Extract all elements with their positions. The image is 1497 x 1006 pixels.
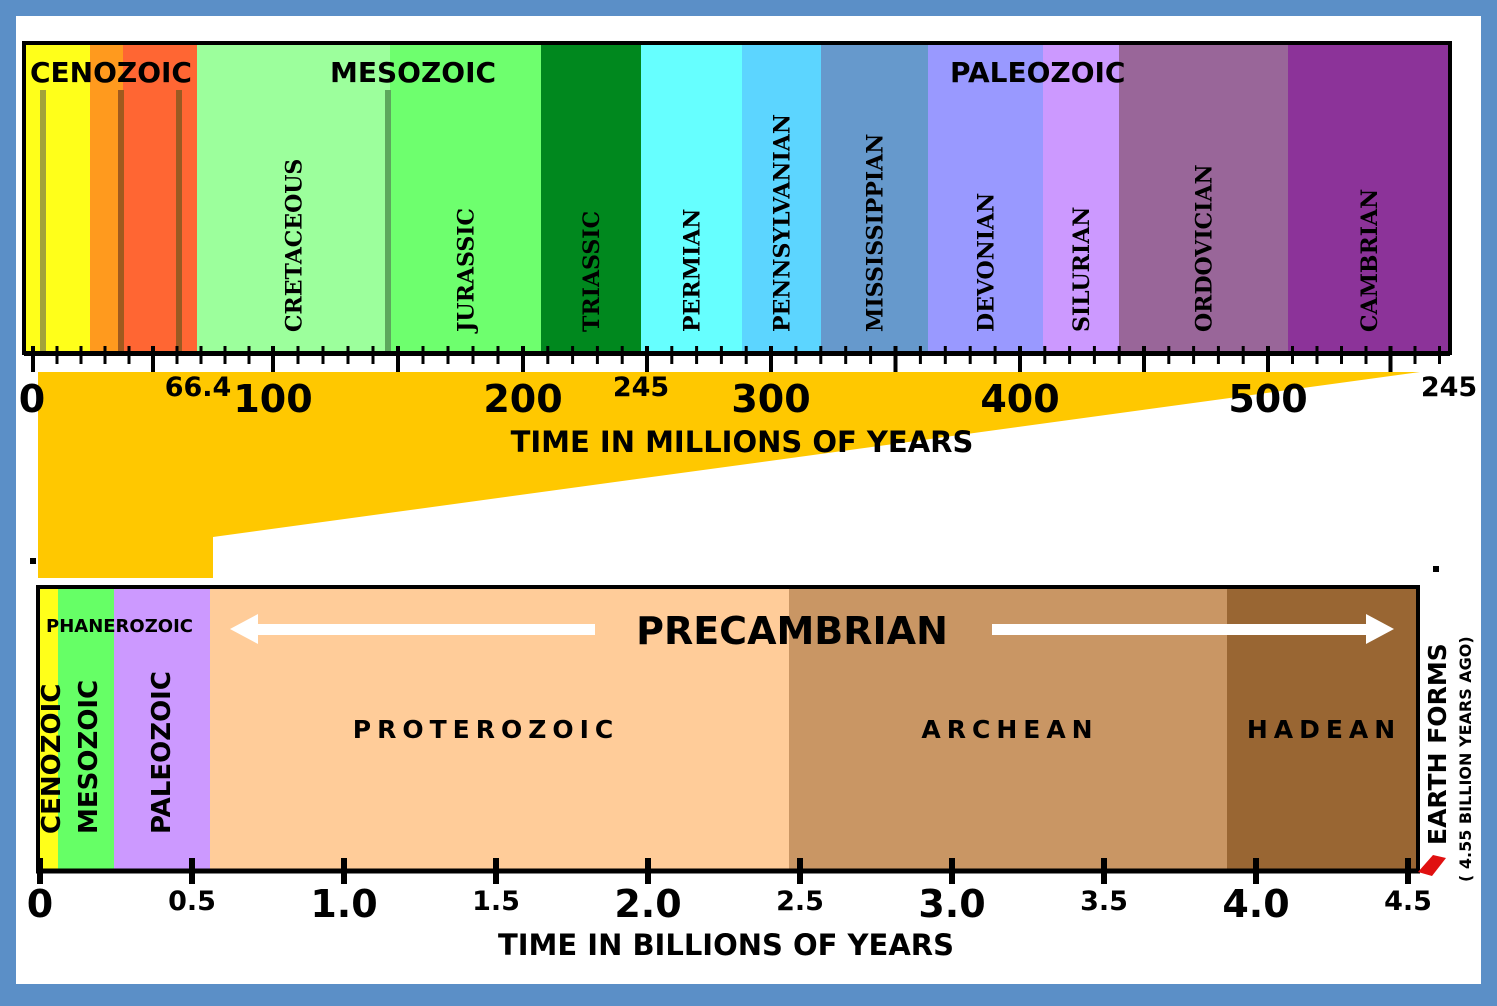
band-mesozoic bbox=[58, 587, 114, 871]
top-band-cretaceous bbox=[197, 45, 390, 354]
bottom-axis-label: TIME IN BILLIONS OF YEARS bbox=[498, 928, 954, 962]
band-cenozoic bbox=[38, 587, 58, 871]
top-band-cambrian bbox=[1288, 45, 1450, 354]
funnel-dot-right bbox=[1433, 566, 1439, 572]
top-tick-label: 245 bbox=[613, 372, 669, 403]
era-label-paleozoic: PALEOZOIC bbox=[950, 56, 1125, 89]
era-label-cenozoic: CENOZOIC bbox=[30, 56, 192, 89]
bottom-tick-label: 4.5 bbox=[1384, 886, 1432, 917]
period-label-jurassic: JURASSIC bbox=[454, 208, 480, 334]
eon-label-proterozoic: PROTEROZOIC bbox=[353, 715, 620, 744]
top-tick-label: 100 bbox=[233, 377, 312, 421]
bottom-tick-label: 1.5 bbox=[472, 886, 520, 917]
earth-forms-marker bbox=[1418, 855, 1446, 876]
top-band-permian bbox=[641, 45, 742, 354]
top-chart: CRETACEOUS JURASSIC TRIASSIC PERMIAN PENNSYL… bbox=[19, 41, 1477, 459]
epoch-line-4 bbox=[385, 90, 391, 352]
bottom-ticks bbox=[37, 858, 1411, 884]
top-tick-labels: 0 66.4 100 200 245 300 400 500 245 bbox=[19, 372, 1477, 421]
epoch-line-2 bbox=[118, 90, 124, 352]
top-axis-label: TIME IN MILLIONS OF YEARS bbox=[511, 425, 974, 459]
period-label-silurian: SILURIAN bbox=[1069, 207, 1095, 332]
top-tick-label: 200 bbox=[483, 377, 562, 421]
left-arrow-head bbox=[230, 614, 258, 644]
precambrian-left-arrow bbox=[230, 614, 595, 644]
top-minor-ticks bbox=[31, 346, 1441, 372]
bottom-tick-label: 2.5 bbox=[776, 886, 824, 917]
era-label-mesozoic: MESOZOIC bbox=[330, 56, 496, 89]
eon-label-hadean: HADEAN bbox=[1247, 715, 1401, 744]
top-band-jurassic bbox=[390, 45, 541, 354]
eon-label-archean: ARCHEAN bbox=[921, 715, 1098, 744]
top-band-mississippian bbox=[821, 45, 928, 354]
top-band-silurian bbox=[1043, 45, 1119, 354]
top-band-pennsylvanian bbox=[742, 45, 821, 354]
bottom-tick-labels: 0 0.5 1.0 1.5 2.0 2.5 3.0 3.5 4.0 4.5 bbox=[27, 882, 1432, 926]
right-arrow-shaft bbox=[992, 624, 1372, 635]
bottom-tick-label: 0 bbox=[27, 882, 53, 926]
period-label-cambrian: CAMBRIAN bbox=[1357, 189, 1383, 332]
top-band-cenozoic-1 bbox=[24, 45, 90, 354]
vertical-label-cenozoic: CENOZOIC bbox=[37, 684, 67, 834]
top-period-labels: CRETACEOUS JURASSIC TRIASSIC PERMIAN PENNSYL… bbox=[282, 114, 1384, 334]
period-label-ordovician: ORDOVICIAN bbox=[1192, 164, 1218, 332]
precambrian-right-arrow bbox=[992, 614, 1394, 644]
earth-forms-sublabel: ( 4.55 BILLION YEARS AGO) bbox=[1456, 636, 1475, 882]
top-tick-label: 245 bbox=[1421, 372, 1477, 403]
period-label-permian: PERMIAN bbox=[680, 209, 706, 332]
top-tick-label: 400 bbox=[980, 377, 1059, 421]
top-band-triassic bbox=[541, 45, 641, 354]
bottom-tick-label: 2.0 bbox=[614, 882, 681, 926]
top-tick-label: 300 bbox=[731, 377, 810, 421]
top-band-ordovician bbox=[1119, 45, 1288, 354]
top-band-cenozoic-2 bbox=[90, 45, 123, 354]
period-label-devonian: DEVONIAN bbox=[974, 193, 1000, 332]
top-tick-label: 66.4 bbox=[165, 372, 232, 403]
phanerozoic-label: PHANEROZOIC bbox=[46, 616, 193, 637]
bottom-tick-label: 1.0 bbox=[310, 882, 377, 926]
band-paleozoic bbox=[114, 587, 210, 871]
bottom-tick-label: 0.5 bbox=[168, 886, 216, 917]
left-arrow-shaft bbox=[252, 624, 595, 635]
zoom-funnel bbox=[38, 372, 1420, 578]
top-band-cenozoic-3 bbox=[123, 45, 197, 354]
bottom-chart: PHANEROZOIC CENOZOIC MESOZOIC PALEOZOIC … bbox=[27, 585, 1475, 962]
funnel-dot-left bbox=[30, 558, 36, 564]
bottom-tick-label: 3.0 bbox=[918, 882, 985, 926]
period-label-mississippian: MISSISSIPPIAN bbox=[863, 134, 889, 332]
top-bands bbox=[24, 45, 1450, 354]
epoch-line-3 bbox=[176, 90, 182, 352]
vertical-label-paleozoic: PALEOZOIC bbox=[147, 671, 177, 834]
period-label-cretaceous: CRETACEOUS bbox=[282, 159, 308, 332]
period-label-triassic: TRIASSIC bbox=[579, 211, 605, 332]
vertical-label-mesozoic: MESOZOIC bbox=[74, 680, 104, 834]
bottom-tick-label: 3.5 bbox=[1080, 886, 1128, 917]
bottom-tick-label: 4.0 bbox=[1222, 882, 1289, 926]
top-band-devonian bbox=[928, 45, 1043, 354]
epoch-line-1 bbox=[40, 90, 46, 352]
right-arrow-head bbox=[1366, 614, 1394, 644]
period-label-pennsylvanian: PENNSYLVANIAN bbox=[770, 114, 796, 332]
top-tick-label: 0 bbox=[19, 377, 45, 421]
precambrian-label: PRECAMBRIAN bbox=[636, 609, 948, 653]
top-tick-label: 500 bbox=[1228, 377, 1307, 421]
earth-forms-label: EARTH FORMS bbox=[1423, 643, 1452, 845]
